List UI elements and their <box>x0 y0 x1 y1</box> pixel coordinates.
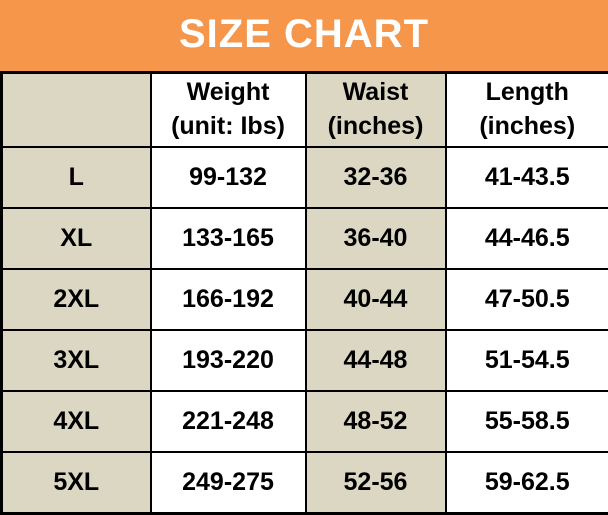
length-cell: 55-58.5 <box>444 390 608 453</box>
header-length-unit: (inches) <box>479 112 576 140</box>
header-length-cell: Length (inches) <box>444 71 608 148</box>
weight-cell: 221-248 <box>149 390 307 453</box>
page-title: SIZE CHART <box>179 11 429 56</box>
header-waist-label: Waist <box>342 78 409 107</box>
header-length-label: Length <box>485 78 569 107</box>
table-row: XL 133-165 36-40 44-46.5 <box>0 207 608 270</box>
waist-cell: 32-36 <box>304 146 447 209</box>
size-cell: 4XL <box>0 390 152 453</box>
length-cell: 44-46.5 <box>444 207 608 270</box>
weight-cell: 166-192 <box>149 268 307 331</box>
size-cell: 5XL <box>0 451 152 515</box>
size-cell: XL <box>0 207 152 270</box>
table-row: 4XL 221-248 48-52 55-58.5 <box>0 390 608 453</box>
size-cell: 2XL <box>0 268 152 331</box>
waist-cell: 36-40 <box>304 207 447 270</box>
length-cell: 47-50.5 <box>444 268 608 331</box>
weight-cell: 99-132 <box>149 146 307 209</box>
length-cell: 51-54.5 <box>444 329 608 392</box>
length-cell: 59-62.5 <box>444 451 608 515</box>
table-row: 5XL 249-275 52-56 59-62.5 <box>0 451 608 515</box>
weight-cell: 249-275 <box>149 451 307 515</box>
length-cell: 41-43.5 <box>444 146 608 209</box>
table-row: 3XL 193-220 44-48 51-54.5 <box>0 329 608 392</box>
table-row: 2XL 166-192 40-44 47-50.5 <box>0 268 608 331</box>
header-weight-unit: (unit: Ibs) <box>171 112 285 140</box>
weight-cell: 133-165 <box>149 207 307 270</box>
waist-cell: 44-48 <box>304 329 447 392</box>
header-waist-cell: Waist (inches) <box>304 71 447 148</box>
size-cell: 3XL <box>0 329 152 392</box>
waist-cell: 48-52 <box>304 390 447 453</box>
header-weight-cell: Weight (unit: Ibs) <box>149 71 307 148</box>
waist-cell: 40-44 <box>304 268 447 331</box>
size-cell: L <box>0 146 152 209</box>
size-chart-banner: SIZE CHART <box>0 0 608 71</box>
waist-cell: 52-56 <box>304 451 447 515</box>
header-weight-label: Weight <box>186 78 270 107</box>
size-chart-table: Weight (unit: Ibs) Waist (inches) Length… <box>0 71 608 515</box>
weight-cell: 193-220 <box>149 329 307 392</box>
header-waist-unit: (inches) <box>327 112 424 140</box>
table-header-row: Weight (unit: Ibs) Waist (inches) Length… <box>0 71 608 148</box>
table-row: L 99-132 32-36 41-43.5 <box>0 146 608 209</box>
header-size-cell <box>0 71 152 148</box>
